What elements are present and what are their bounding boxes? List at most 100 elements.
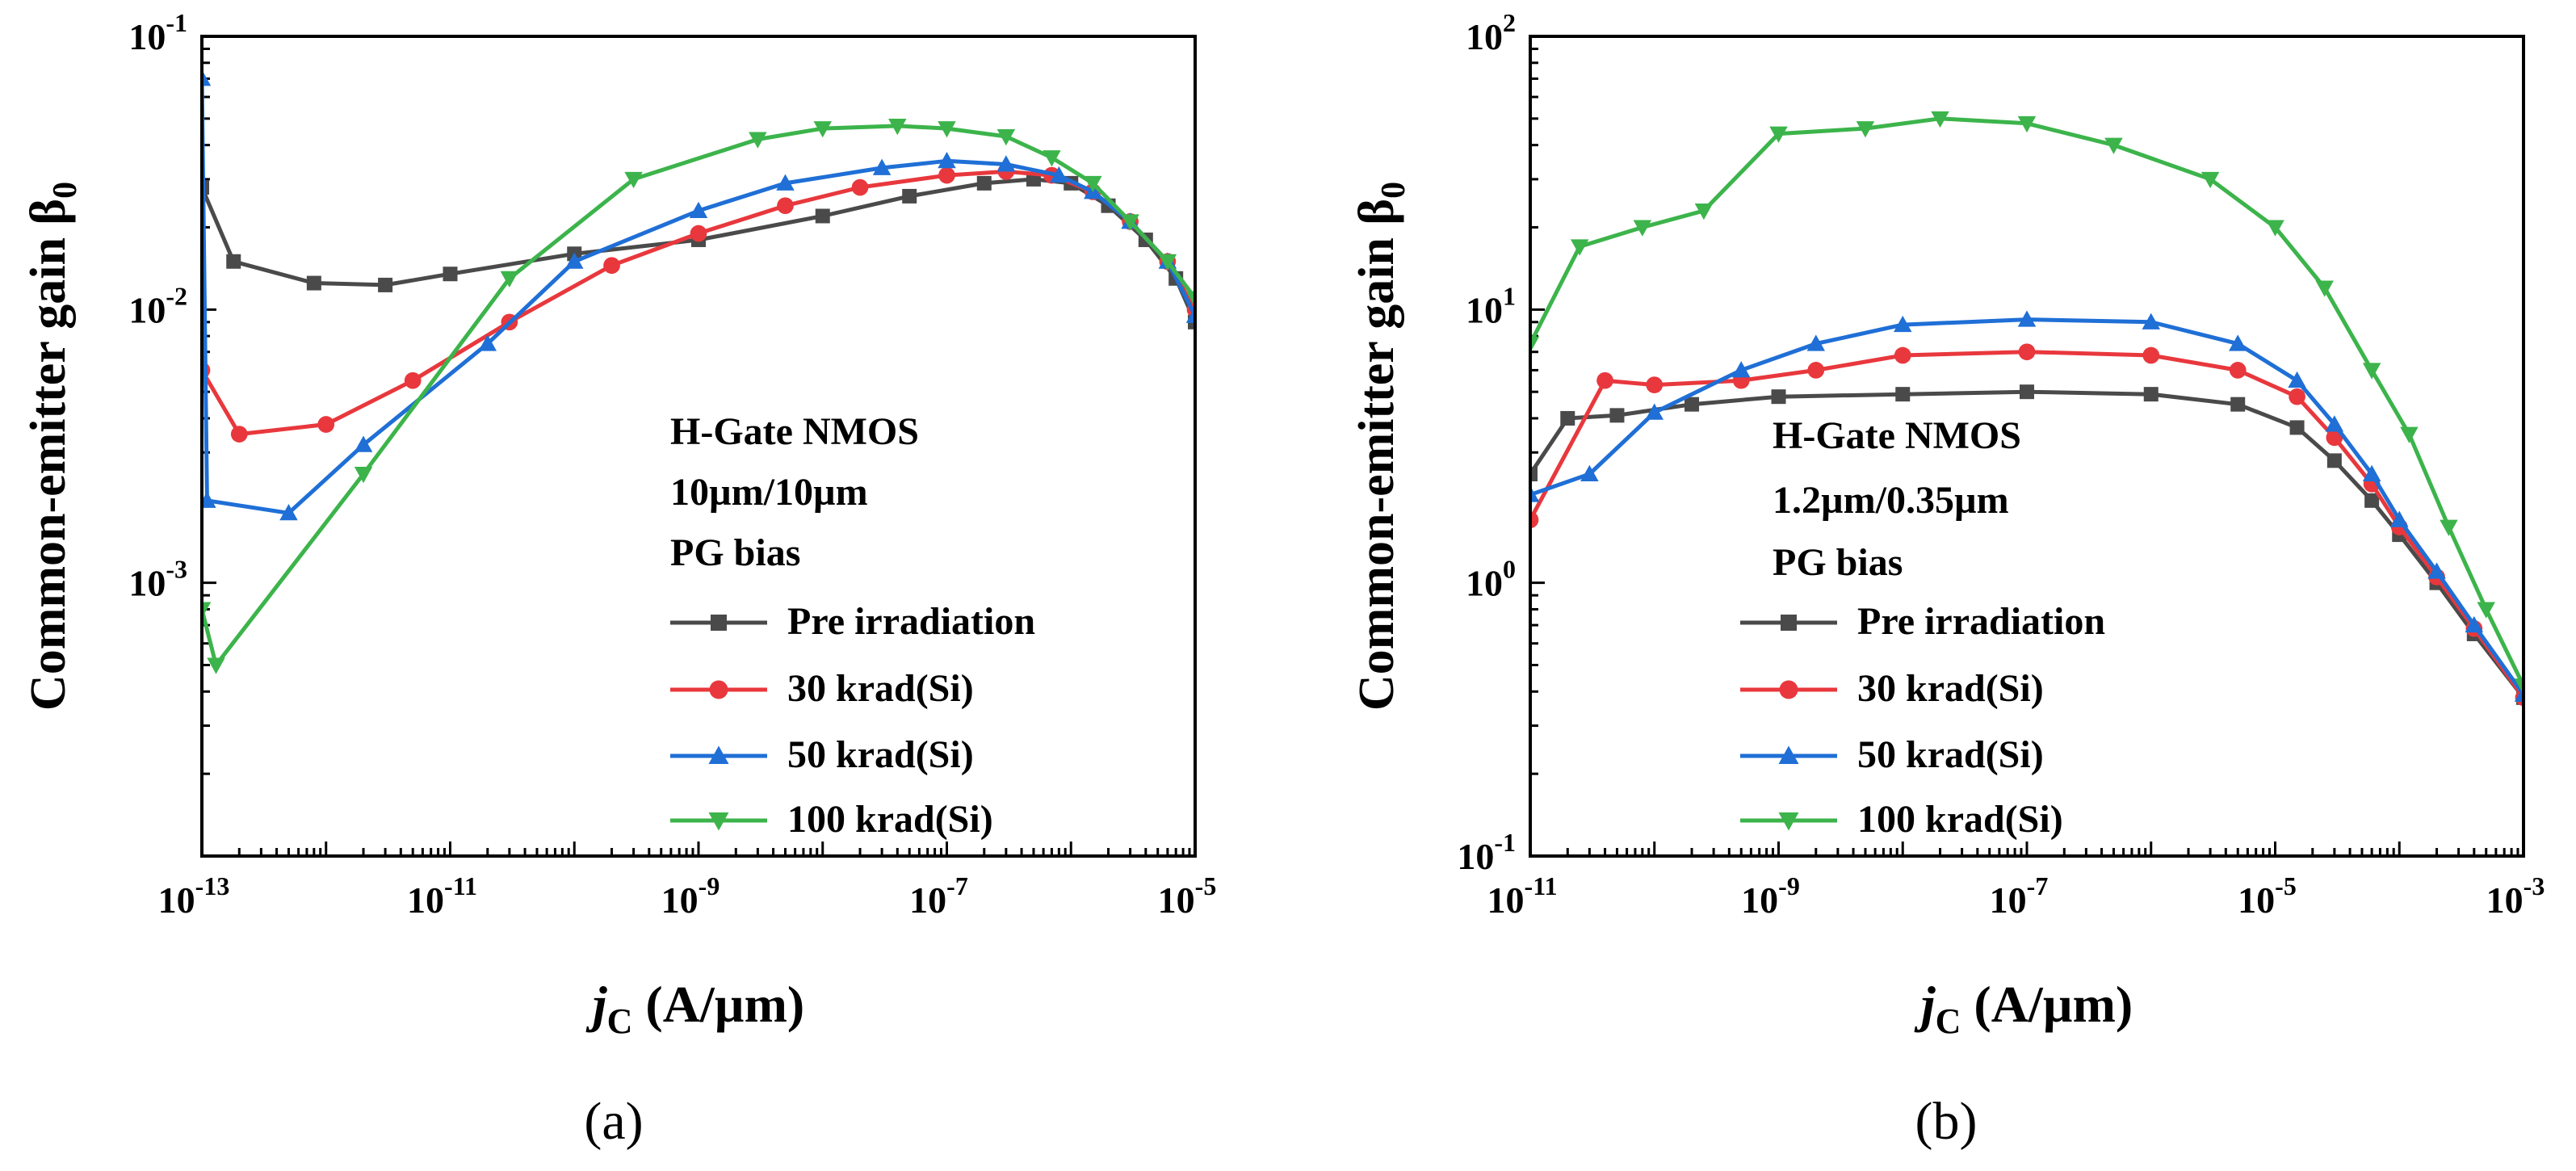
data-point [776, 174, 795, 191]
legend-label: 100 krad(Si) [1857, 798, 2063, 841]
legend-label: Pre irradiation [1857, 600, 2105, 643]
y-axis-title: Common-emitter gain β0 [1349, 182, 1412, 711]
legend-marker [708, 745, 729, 764]
legend-label: 30 krad(Si) [787, 667, 974, 710]
data-point [2017, 115, 2037, 133]
data-point [354, 467, 373, 484]
series-line-1 [1530, 350, 2524, 699]
data-point [1121, 214, 1139, 231]
data-point [2465, 615, 2484, 633]
data-point [500, 271, 519, 288]
data-point [2289, 420, 2305, 435]
data-point [902, 188, 917, 204]
data-point [2514, 678, 2524, 695]
y-tick-label: 100 [1466, 555, 1516, 604]
data-point [1771, 389, 1786, 405]
data-point [2017, 310, 2037, 327]
data-point [2364, 493, 2380, 508]
data-point [2427, 562, 2446, 579]
data-point [565, 252, 584, 269]
legend-label: 50 krad(Si) [787, 733, 974, 776]
data-point [202, 602, 212, 619]
data-point [689, 201, 708, 218]
series-line-2 [202, 78, 1195, 515]
x-tick-label: 10-9 [661, 871, 720, 921]
data-point [603, 257, 620, 275]
x-tick-label: 10-7 [909, 871, 968, 921]
data-point [226, 254, 241, 269]
legend-marker [1778, 812, 1799, 831]
data-point [2143, 387, 2159, 402]
data-point [1807, 362, 1825, 379]
data-point [2477, 602, 2495, 619]
annotation-line: 10µm/10µm [670, 471, 868, 514]
data-point [1694, 203, 1714, 220]
data-point [1530, 336, 1540, 353]
legend-marker [709, 680, 728, 699]
data-point [1530, 511, 1539, 529]
data-point [1185, 306, 1195, 323]
data-point [2440, 519, 2458, 536]
data-point [378, 277, 393, 292]
data-point [996, 155, 1016, 172]
data-point [872, 158, 892, 175]
annotation-line: 1.2µm/0.35µm [1773, 479, 2009, 522]
data-point [1894, 346, 1911, 364]
data-point [1596, 371, 1613, 389]
data-point [230, 426, 248, 443]
legend-label: 100 krad(Si) [787, 798, 993, 841]
data-point [1560, 410, 1575, 426]
data-point [1043, 150, 1061, 167]
data-point [1646, 376, 1663, 393]
data-point [1894, 315, 1912, 333]
legend-marker [1779, 680, 1798, 699]
data-point [1185, 291, 1195, 308]
x-axis-title: jC (A/µm) [585, 976, 804, 1041]
y-tick-label: 10-1 [1457, 828, 1516, 877]
y-tick-label: 10-1 [128, 8, 187, 57]
y-tick-label: 102 [1466, 8, 1516, 57]
data-point [2266, 220, 2284, 237]
data-point [1806, 334, 1826, 351]
data-point [2326, 453, 2342, 468]
data-point [2288, 371, 2306, 388]
series-line-0 [202, 177, 1195, 323]
data-point [2362, 464, 2381, 482]
data-point [1645, 403, 1663, 420]
y-tick-label: 10-3 [128, 555, 187, 604]
data-point [1856, 121, 1875, 138]
legend-label: 30 krad(Si) [1857, 667, 2044, 710]
x-tick-label: 10-13 [158, 871, 230, 921]
data-point [2325, 415, 2344, 432]
data-point [2315, 280, 2334, 297]
data-point [443, 267, 458, 282]
data-point [207, 657, 225, 674]
series-group [202, 69, 1195, 674]
legend-marker [708, 812, 729, 831]
annotation-line: PG bias [670, 531, 800, 574]
data-point [279, 504, 298, 521]
data-point [815, 208, 830, 224]
series-group [1530, 111, 2524, 707]
x-tick-label: 10-9 [1741, 871, 1800, 921]
data-point [1769, 126, 1788, 143]
x-tick-label: 10-7 [1990, 871, 2049, 921]
data-point [306, 275, 321, 291]
data-point [2362, 363, 2381, 380]
data-point [2142, 346, 2160, 364]
data-point [202, 180, 209, 195]
data-point [851, 178, 869, 196]
data-point [888, 118, 907, 136]
legend-label: Pre irradiation [787, 600, 1035, 643]
data-point [2020, 384, 2034, 400]
data-point [317, 416, 335, 433]
data-point [2104, 137, 2123, 154]
annotation-line: PG bias [1773, 541, 1903, 584]
data-point [2289, 388, 2305, 405]
data-point [938, 166, 955, 184]
y-tick-label: 101 [1466, 281, 1516, 330]
legend-label: 50 krad(Si) [1857, 733, 2044, 776]
data-point [354, 435, 373, 452]
data-point [478, 334, 497, 351]
